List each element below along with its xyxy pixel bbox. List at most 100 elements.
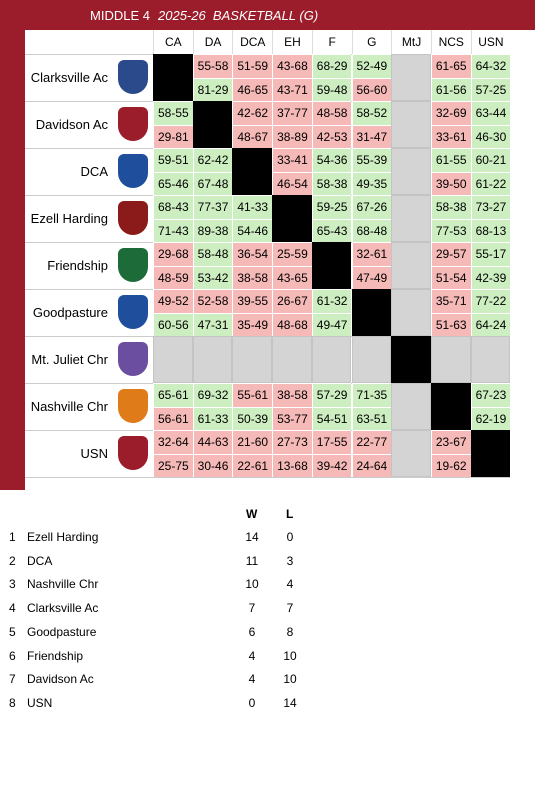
standing-team: Clarksville Ac — [27, 601, 99, 616]
score: 60-56 — [153, 312, 193, 336]
wins: 4 — [248, 648, 256, 663]
score: 41-33 — [232, 195, 273, 219]
score: 71-43 — [153, 218, 193, 242]
standing-team: Ezell Harding — [27, 530, 99, 544]
blank-cell — [192, 101, 233, 148]
losses: 10 — [283, 672, 297, 687]
wins: 11 — [245, 553, 259, 568]
score: 61-56 — [430, 77, 471, 101]
rank: 6 — [9, 648, 16, 663]
score: 42-53 — [311, 124, 352, 148]
team-logo — [118, 107, 148, 141]
header-band — [0, 0, 535, 30]
score: 60-21 — [470, 148, 511, 172]
score: 25-75 — [153, 453, 193, 477]
rank: 8 — [9, 695, 16, 710]
score: 32-61 — [351, 242, 392, 266]
wins: 6 — [248, 624, 256, 639]
score: 46-65 — [232, 77, 273, 101]
score: 65-61 — [153, 383, 193, 407]
score: 64-32 — [470, 54, 511, 78]
column-header: G — [351, 30, 392, 54]
score: 26-67 — [272, 289, 312, 313]
rank: 5 — [9, 624, 16, 639]
blank-cell — [470, 430, 511, 477]
empty-cell — [351, 336, 392, 383]
score: 46-30 — [470, 124, 511, 148]
score: 23-67 — [430, 430, 471, 454]
score: 67-48 — [192, 171, 233, 195]
score: 35-71 — [430, 289, 471, 313]
column-header: F — [311, 30, 352, 54]
team-logo — [118, 201, 148, 235]
score: 67-23 — [470, 383, 511, 407]
team-name: DCA — [80, 164, 108, 179]
score: 39-42 — [311, 453, 352, 477]
losses: 0 — [286, 530, 294, 544]
score: 56-61 — [153, 406, 193, 430]
score: 54-51 — [311, 406, 352, 430]
score: 58-38 — [311, 171, 352, 195]
score: 43-68 — [272, 54, 312, 78]
score: 62-42 — [192, 148, 233, 172]
score: 30-46 — [192, 453, 233, 477]
wins: 0 — [248, 695, 256, 710]
score: 67-26 — [351, 195, 392, 219]
team-name: Davidson Ac — [35, 117, 108, 132]
blank-cell — [430, 383, 471, 430]
score: 49-47 — [311, 312, 352, 336]
score: 53-42 — [192, 265, 233, 289]
score: 55-58 — [192, 54, 233, 78]
score: 58-55 — [153, 101, 193, 125]
score: 62-19 — [470, 406, 511, 430]
losses: 4 — [286, 577, 294, 592]
score: 59-51 — [153, 148, 193, 172]
score: 52-49 — [351, 54, 392, 78]
score: 29-57 — [430, 242, 471, 266]
score: 22-61 — [232, 453, 273, 477]
empty-cell — [391, 383, 431, 430]
score: 89-38 — [192, 218, 233, 242]
score: 61-22 — [470, 171, 511, 195]
score: 48-68 — [272, 312, 312, 336]
table-bottom — [25, 477, 510, 478]
score: 49-35 — [351, 171, 392, 195]
score: 24-64 — [351, 453, 392, 477]
score: 54-46 — [232, 218, 273, 242]
losses: 10 — [283, 648, 297, 663]
score: 17-55 — [311, 430, 352, 454]
losses: 3 — [286, 553, 294, 568]
team-name: Mt. Juliet Chr — [31, 352, 108, 367]
score: 38-58 — [272, 383, 312, 407]
team-name: Clarksville Ac — [30, 70, 108, 85]
empty-cell — [311, 336, 352, 383]
losses: 7 — [286, 601, 294, 616]
team-logo — [118, 295, 148, 329]
column-header: MtJ — [391, 30, 431, 54]
score: 61-33 — [192, 406, 233, 430]
score: 54-36 — [311, 148, 352, 172]
score: 43-65 — [272, 265, 312, 289]
score: 32-64 — [153, 430, 193, 454]
league: MIDDLE 4 — [90, 8, 150, 23]
score: 61-65 — [430, 54, 471, 78]
standing-team: USN — [27, 695, 53, 710]
score: 55-39 — [351, 148, 392, 172]
column-header: EH — [272, 30, 312, 54]
blank-cell — [153, 54, 193, 101]
team-name: Goodpasture — [32, 305, 108, 320]
score: 68-48 — [351, 218, 392, 242]
score: 37-77 — [272, 101, 312, 125]
losses: 8 — [286, 624, 294, 639]
column-header: USN — [470, 30, 511, 54]
score: 77-53 — [430, 218, 471, 242]
score: 57-29 — [311, 383, 352, 407]
score: 51-59 — [232, 54, 273, 78]
team-logo — [118, 60, 148, 94]
wins: 4 — [248, 672, 256, 687]
team-logo — [118, 342, 148, 376]
team-logo — [118, 436, 148, 470]
score: 39-55 — [232, 289, 273, 313]
score: 48-59 — [153, 265, 193, 289]
